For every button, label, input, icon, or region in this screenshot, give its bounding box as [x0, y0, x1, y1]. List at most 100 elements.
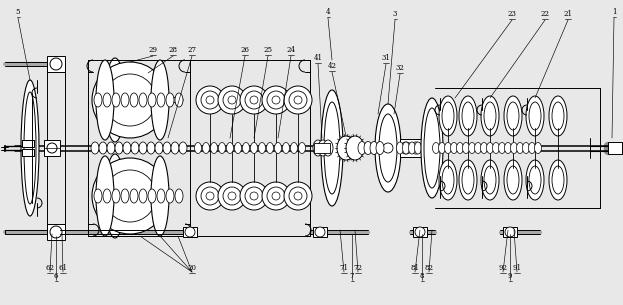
Ellipse shape	[364, 142, 372, 155]
Bar	[22, 140, 34, 147]
Bar	[413, 227, 427, 237]
Text: 1: 1	[612, 8, 616, 16]
Bar	[314, 143, 330, 153]
Ellipse shape	[175, 93, 183, 107]
Ellipse shape	[108, 66, 122, 134]
Ellipse shape	[444, 142, 452, 153]
Circle shape	[284, 182, 312, 210]
Bar	[608, 142, 622, 154]
Circle shape	[50, 58, 62, 70]
Circle shape	[415, 227, 425, 237]
Ellipse shape	[480, 142, 488, 153]
Ellipse shape	[166, 189, 174, 203]
Bar	[44, 140, 60, 156]
Ellipse shape	[507, 102, 519, 130]
Text: 26: 26	[240, 46, 249, 54]
Text: 8: 8	[420, 272, 424, 280]
Ellipse shape	[148, 93, 156, 107]
Ellipse shape	[535, 142, 541, 153]
Ellipse shape	[459, 96, 477, 136]
Text: 3: 3	[393, 10, 397, 18]
Text: 91: 91	[513, 264, 521, 272]
Ellipse shape	[487, 142, 493, 153]
Ellipse shape	[105, 58, 125, 142]
Ellipse shape	[112, 93, 120, 107]
Ellipse shape	[462, 166, 474, 194]
Ellipse shape	[103, 93, 111, 107]
Ellipse shape	[112, 189, 120, 203]
Circle shape	[50, 226, 62, 238]
Ellipse shape	[211, 142, 217, 153]
Ellipse shape	[529, 102, 541, 130]
Text: 5: 5	[16, 8, 21, 16]
Circle shape	[47, 143, 57, 153]
Ellipse shape	[250, 142, 257, 153]
Ellipse shape	[155, 142, 163, 154]
Ellipse shape	[96, 60, 114, 140]
Ellipse shape	[148, 189, 156, 203]
Text: 4: 4	[326, 8, 330, 16]
Text: 41: 41	[313, 54, 323, 62]
Ellipse shape	[132, 96, 142, 103]
Ellipse shape	[131, 142, 139, 154]
Ellipse shape	[346, 136, 364, 160]
Text: 6: 6	[54, 272, 58, 280]
Ellipse shape	[130, 189, 138, 203]
Text: 9: 9	[508, 272, 512, 280]
Text: 61: 61	[59, 264, 67, 272]
Circle shape	[245, 91, 263, 109]
Ellipse shape	[179, 142, 187, 154]
Ellipse shape	[442, 166, 454, 194]
Text: 62: 62	[45, 264, 54, 272]
Ellipse shape	[259, 142, 265, 153]
Ellipse shape	[424, 108, 440, 188]
Circle shape	[383, 143, 393, 153]
Ellipse shape	[115, 142, 123, 154]
Bar	[400, 139, 422, 157]
Ellipse shape	[432, 142, 439, 153]
Ellipse shape	[202, 142, 209, 153]
Ellipse shape	[457, 142, 464, 153]
Ellipse shape	[151, 60, 169, 140]
Ellipse shape	[275, 142, 282, 153]
Ellipse shape	[323, 140, 333, 156]
Ellipse shape	[153, 96, 163, 103]
Ellipse shape	[552, 166, 564, 194]
Ellipse shape	[450, 142, 457, 153]
Circle shape	[218, 182, 246, 210]
Ellipse shape	[439, 96, 457, 136]
Ellipse shape	[529, 166, 541, 194]
Ellipse shape	[462, 102, 474, 130]
Ellipse shape	[91, 142, 99, 154]
Ellipse shape	[242, 142, 249, 153]
Ellipse shape	[321, 90, 343, 206]
Ellipse shape	[21, 80, 39, 216]
Circle shape	[272, 96, 280, 104]
Ellipse shape	[337, 136, 355, 160]
Circle shape	[201, 187, 219, 205]
Ellipse shape	[442, 102, 454, 130]
Ellipse shape	[175, 189, 183, 203]
Ellipse shape	[151, 156, 169, 236]
Circle shape	[284, 86, 312, 114]
Circle shape	[400, 142, 412, 154]
Ellipse shape	[552, 102, 564, 130]
Ellipse shape	[92, 158, 168, 234]
Text: 24: 24	[287, 46, 295, 54]
Circle shape	[240, 86, 268, 114]
Ellipse shape	[139, 93, 147, 107]
Ellipse shape	[439, 142, 445, 153]
Ellipse shape	[157, 189, 165, 203]
Ellipse shape	[370, 142, 378, 155]
Ellipse shape	[194, 142, 201, 153]
Ellipse shape	[526, 160, 544, 200]
Ellipse shape	[227, 142, 234, 153]
Ellipse shape	[459, 160, 477, 200]
Ellipse shape	[481, 160, 499, 200]
Ellipse shape	[375, 104, 401, 192]
Ellipse shape	[510, 142, 518, 153]
Ellipse shape	[462, 142, 470, 153]
Text: 82: 82	[424, 264, 434, 272]
Ellipse shape	[105, 154, 125, 238]
Ellipse shape	[102, 96, 112, 103]
